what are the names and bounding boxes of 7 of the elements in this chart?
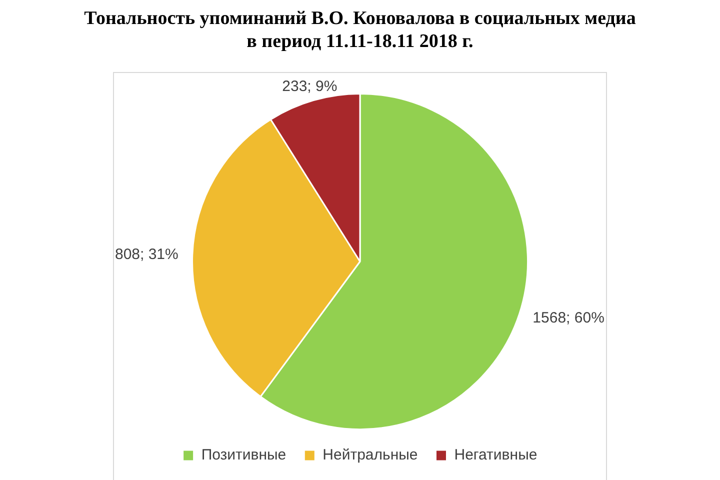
data-label: 808; 31% <box>114 246 178 263</box>
data-label: 1568; 60% <box>532 309 604 326</box>
data-label: 233; 9% <box>282 78 338 95</box>
chart-title: Тональность упоминаний В.О. Коновалова в социальных медиа в период 11.11-18.11 2018 г. <box>83 7 637 53</box>
legend-label: Нейтральные <box>322 446 418 464</box>
legend-label: Позитивные <box>201 446 286 464</box>
legend-label: Негативные <box>454 446 538 464</box>
